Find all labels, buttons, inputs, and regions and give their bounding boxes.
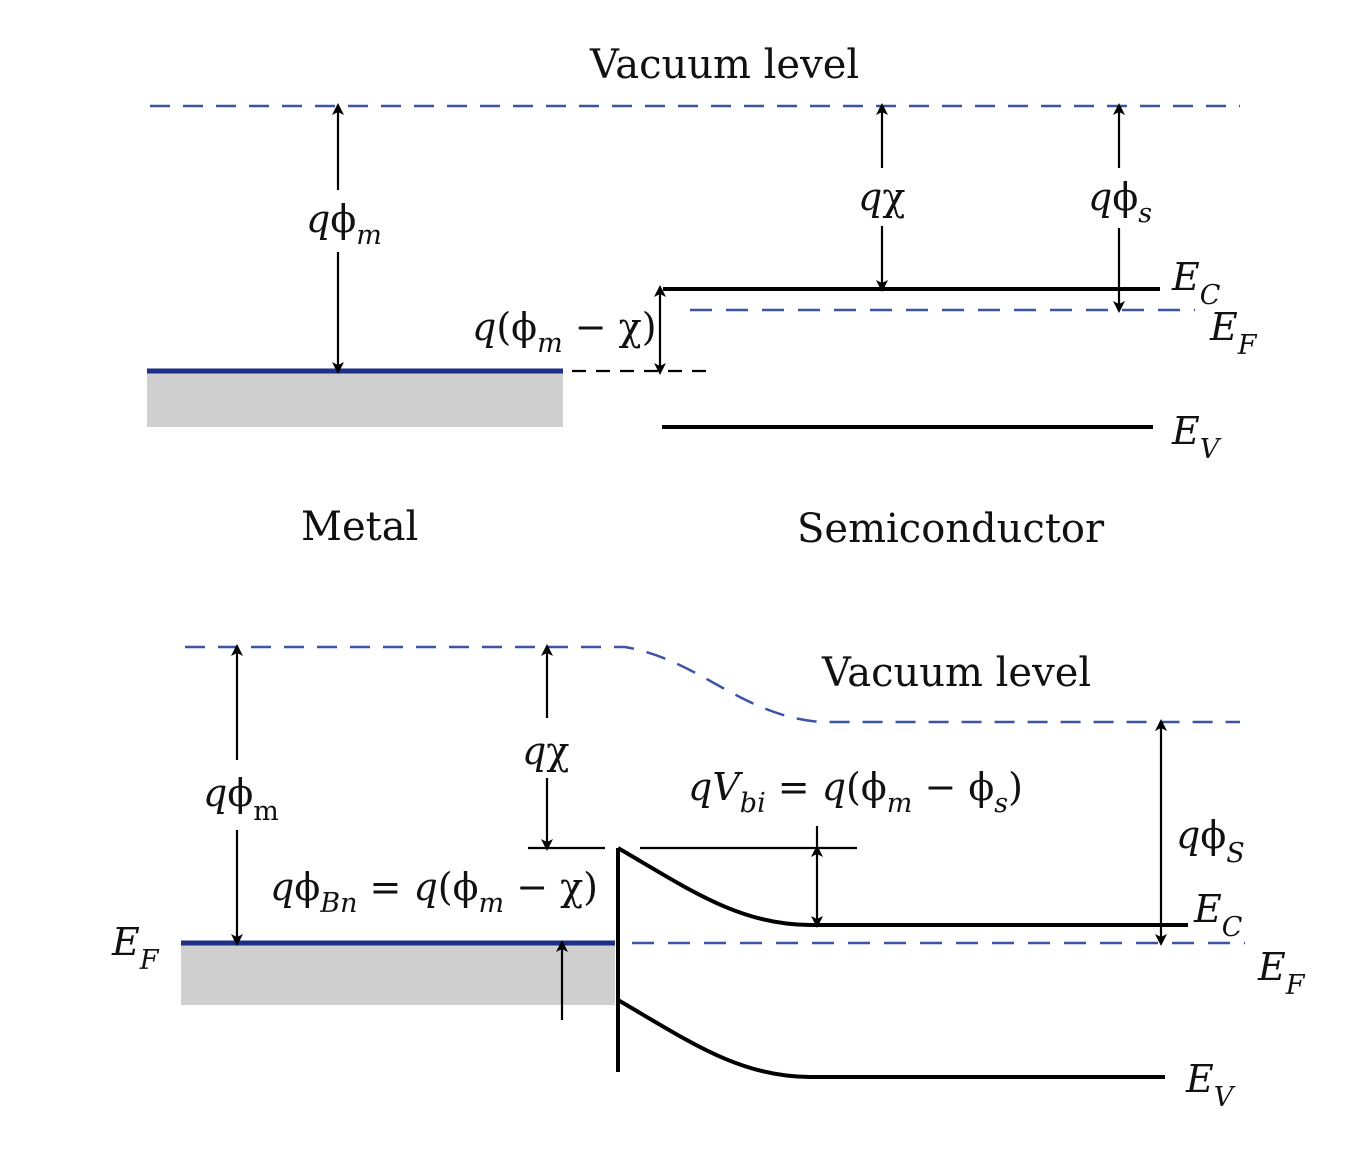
top-qphis-label: qϕs (1088, 175, 1152, 229)
semiconductor-label: Semiconductor (797, 506, 1105, 552)
bottom-qchi-label: qχ (522, 729, 569, 773)
bottom-qphim-label: qϕm (203, 771, 279, 827)
top-ev-label: EV (1171, 409, 1222, 465)
bottom-valence-band (616, 998, 1165, 1079)
bottom-vacuum-label: Vacuum level (821, 650, 1091, 696)
bottom-qvbi-label: qVbi = q(ϕm − ϕs) (688, 765, 1023, 819)
bottom-qphibn-label: qϕBn = q(ϕm − χ) (270, 865, 598, 919)
bottom-ec-label: EC (1193, 887, 1243, 943)
bottom-conduction-band (616, 846, 1188, 927)
bottom-ev-label: EV (1185, 1057, 1236, 1113)
top-ef-label: EF (1209, 305, 1258, 361)
top-metal-block (147, 371, 563, 427)
bottom-metal-block (181, 943, 615, 1005)
bottom-ef-left-label: EF (111, 920, 160, 976)
bottom-qphis-label: qϕS (1176, 813, 1245, 869)
metal-label: Metal (301, 504, 418, 550)
top-qphim-label: qϕm (306, 197, 382, 251)
bottom-panel: Vacuum level qϕm qχ qϕBn = q(ϕm − χ) (111, 644, 1306, 1113)
bottom-ef-right-label: EF (1257, 945, 1306, 1001)
top-vacuum-label: Vacuum level (589, 42, 859, 88)
top-ec-label: EC (1171, 255, 1221, 311)
top-panel: Vacuum level qϕm q(ϕm − χ) qχ (147, 42, 1258, 552)
top-qchi-label: qχ (858, 175, 905, 219)
bottom-vacuum-level-curve (185, 645, 1240, 724)
top-barrier-label: q(ϕm − χ) (472, 305, 657, 359)
